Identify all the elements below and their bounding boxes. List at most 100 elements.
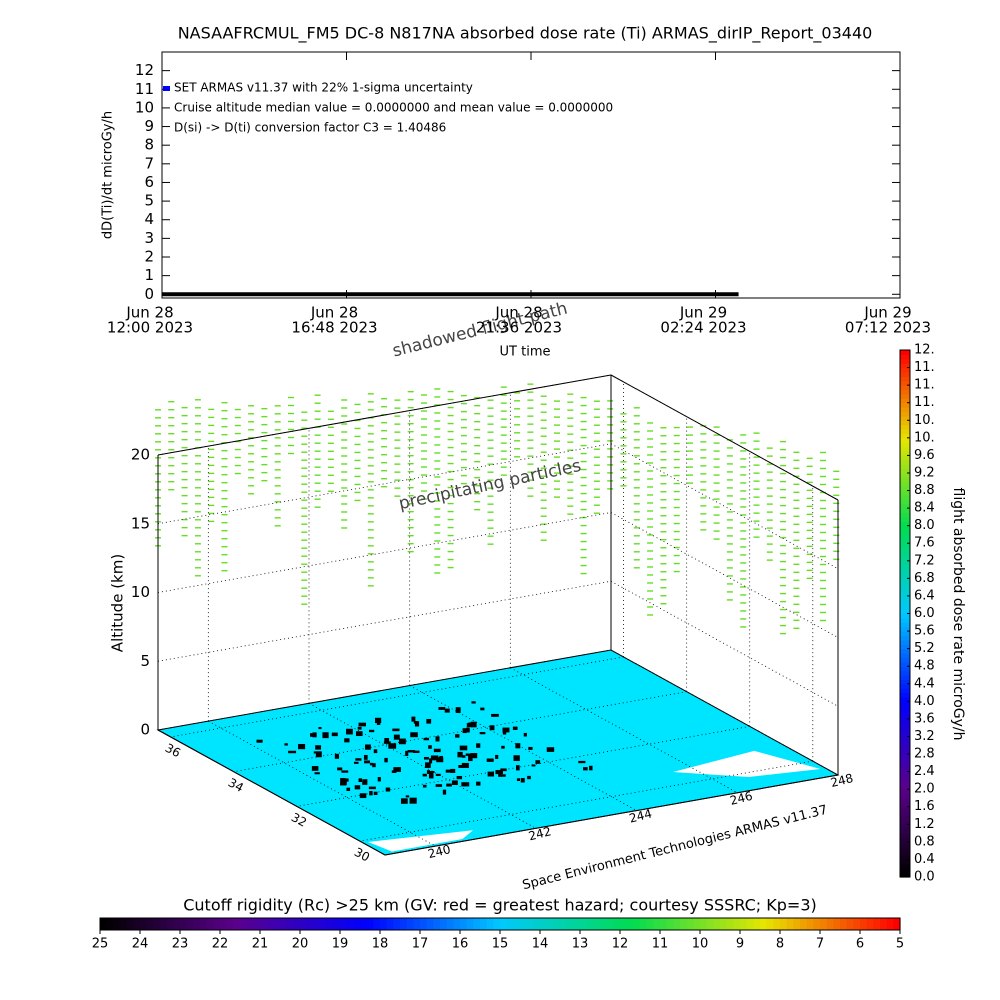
colorbar-cell (840, 918, 848, 930)
colorbar-tick-label: 7 (816, 937, 824, 952)
colorbar-tick-label: 8.4 (914, 501, 935, 516)
colorbar-cell (900, 740, 910, 746)
colorbar-cell (900, 617, 910, 623)
colorbar-cell (900, 635, 910, 641)
flight-blob (413, 721, 418, 724)
flight-blob (489, 725, 495, 731)
colorbar-cell (900, 560, 910, 566)
colorbar-cell (900, 622, 910, 628)
flight-blob (520, 778, 525, 783)
x-tick-label: 21:36 2023 (476, 319, 562, 337)
flight-blob (495, 770, 503, 775)
flight-blob (322, 732, 329, 739)
colorbar-tick-label: 7.2 (914, 553, 935, 568)
flight-blob (411, 716, 416, 722)
flight-blob (314, 772, 320, 775)
flight-blob (466, 727, 470, 733)
y-tick-label: 32 (289, 810, 309, 830)
colorbar-cell (900, 666, 910, 672)
colorbar-cell (553, 918, 561, 930)
flight-blob (446, 783, 452, 787)
colorbar-cell (900, 420, 910, 426)
colorbar-cell (900, 806, 910, 812)
colorbar-cell (900, 718, 910, 724)
grid-line (170, 656, 624, 738)
colorbar-cell (260, 918, 268, 930)
flight-blob (468, 722, 475, 727)
colorbar-tick-label: 12. (914, 343, 935, 358)
colorbar-cell (673, 918, 681, 930)
legend-swatch (163, 86, 170, 91)
flight-blob (423, 737, 430, 741)
colorbar-tick-label: 6.0 (914, 606, 935, 621)
colorbar-cell (900, 736, 910, 742)
colorbar-cell (900, 389, 910, 395)
flight-blob (288, 750, 297, 754)
colorbar-cell (700, 918, 708, 930)
colorbar-cell (900, 569, 910, 575)
z-tick-label: 0 (140, 721, 150, 739)
colorbar-cell (900, 762, 910, 768)
colorbar-cell (606, 918, 614, 930)
colorbar-cell (680, 918, 688, 930)
flight-blob (358, 722, 366, 727)
flight-blob (342, 779, 347, 786)
flight-blob (451, 780, 458, 785)
z-tick-label: 5 (140, 652, 150, 670)
flight-blob (359, 793, 367, 799)
flight-blob (334, 753, 339, 759)
colorbar-cell (333, 918, 341, 930)
colorbar-cell (900, 582, 910, 588)
colorbar-cell (900, 802, 910, 808)
colorbar-cell (900, 354, 910, 360)
colorbar-cell (900, 732, 910, 738)
colorbar-tick-label: 14 (532, 937, 549, 952)
colorbar-tick-label: 19 (332, 937, 349, 952)
figure-title: NASAAFRCMUL_FM5 DC-8 N817NA absorbed dos… (178, 24, 873, 44)
colorbar-cell (900, 393, 910, 399)
colorbar-cell (900, 609, 910, 615)
flight-blob (471, 701, 476, 704)
y-tick-label: 10 (135, 98, 154, 116)
flight-blob (318, 727, 322, 730)
colorbar-cell (686, 918, 694, 930)
colorbar-tick-label: 12 (612, 937, 629, 952)
colorbar-cell (900, 407, 910, 413)
y-tick-label: 12 (135, 61, 154, 79)
colorbar-cell (206, 918, 214, 930)
flight-blob (515, 743, 521, 749)
flight-blob (355, 758, 362, 761)
flight-blob (515, 765, 520, 771)
colorbar-cell (460, 918, 468, 930)
colorbar-cell (900, 538, 910, 544)
colorbar-cell (646, 918, 654, 930)
y-tick-label: 4 (144, 210, 154, 228)
colorbar-cell (173, 918, 181, 930)
flight-blob (357, 726, 362, 730)
colorbar-cell (633, 918, 641, 930)
flight-blob (468, 755, 473, 762)
flight-blob (405, 795, 410, 798)
colorbar-cell (900, 516, 910, 522)
flight-blob (372, 763, 376, 768)
colorbar-cell (860, 918, 868, 930)
colorbar-cell (200, 918, 208, 930)
colorbar-cell (240, 918, 248, 930)
colorbar-cell (900, 499, 910, 505)
colorbar-tick-label: 11. (914, 378, 935, 393)
flight-blob (364, 760, 370, 764)
colorbar-cell (900, 674, 910, 680)
flight-blob (388, 743, 397, 749)
flight-blob (376, 721, 381, 725)
colorbar-cell (486, 918, 494, 930)
colorbar-cell (900, 442, 910, 448)
colorbar-tick-label: 11. (914, 395, 935, 410)
colorbar-cell (100, 918, 108, 930)
colorbar-cell (386, 918, 394, 930)
colorbar-cell (293, 918, 301, 930)
flight-blob (435, 773, 441, 776)
colorbar-tick-label: 15 (492, 937, 509, 952)
flight-blob (502, 731, 507, 735)
colorbar-cell (253, 918, 261, 930)
colorbar-tick-label: 10. (914, 413, 935, 428)
